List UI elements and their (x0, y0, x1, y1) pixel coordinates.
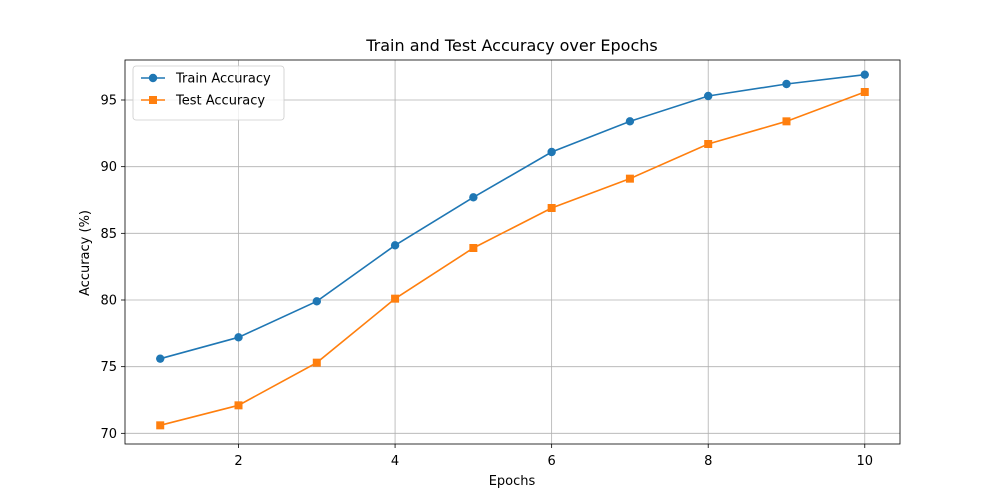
data-point (782, 79, 791, 89)
series-group (156, 70, 869, 430)
legend-box (132, 65, 285, 121)
series-0 (156, 70, 869, 363)
data-point (312, 297, 321, 306)
x-axis-label: Epochs (489, 474, 536, 489)
legend-marker (148, 73, 158, 83)
plot-frame (124, 59, 901, 445)
y-tick-label: 90 (100, 160, 117, 175)
x-tick-label: 2 (234, 454, 242, 469)
x-tick-label: 6 (548, 454, 556, 469)
legend-label: Train Accuracy (175, 72, 271, 87)
data-point (234, 333, 243, 342)
data-point (156, 421, 165, 430)
chart-title: Train and Test Accuracy over Epochs (365, 36, 657, 55)
data-point (625, 174, 634, 183)
y-axis-label: Accuracy (%) (78, 210, 93, 296)
labels: Train and Test Accuracy over Epochs Epoc… (78, 36, 658, 489)
series-line (160, 91, 866, 427)
data-point (312, 358, 321, 367)
data-point (391, 294, 400, 303)
x-tick-label: 8 (704, 454, 712, 469)
data-point (704, 140, 713, 148)
data-point (860, 88, 869, 96)
series-line (160, 73, 865, 360)
series-1 (156, 88, 869, 430)
data-point (547, 204, 556, 212)
axes: 2 4 6 8 10 70 75 80 85 90 95 (100, 59, 901, 469)
data-point (782, 117, 791, 126)
legend: Train Accuracy Test Accuracy (132, 65, 285, 121)
legend-marker (149, 96, 157, 104)
data-point (704, 91, 713, 101)
data-point (469, 244, 478, 252)
x-tick-label: 4 (391, 454, 399, 469)
data-point (469, 193, 478, 202)
data-point (156, 354, 165, 363)
data-point (625, 117, 635, 126)
data-point (547, 147, 556, 157)
data-point (860, 70, 869, 79)
y-tick-label: 70 (100, 427, 117, 442)
y-tick-label: 80 (100, 294, 117, 309)
legend-label: Test Accuracy (175, 94, 265, 109)
y-tick-label: 95 (100, 94, 117, 109)
data-point (234, 401, 243, 410)
data-point (390, 241, 400, 250)
y-tick-label: 85 (100, 227, 117, 242)
y-tick-label: 75 (100, 360, 117, 375)
x-tick-label: 10 (856, 454, 873, 469)
